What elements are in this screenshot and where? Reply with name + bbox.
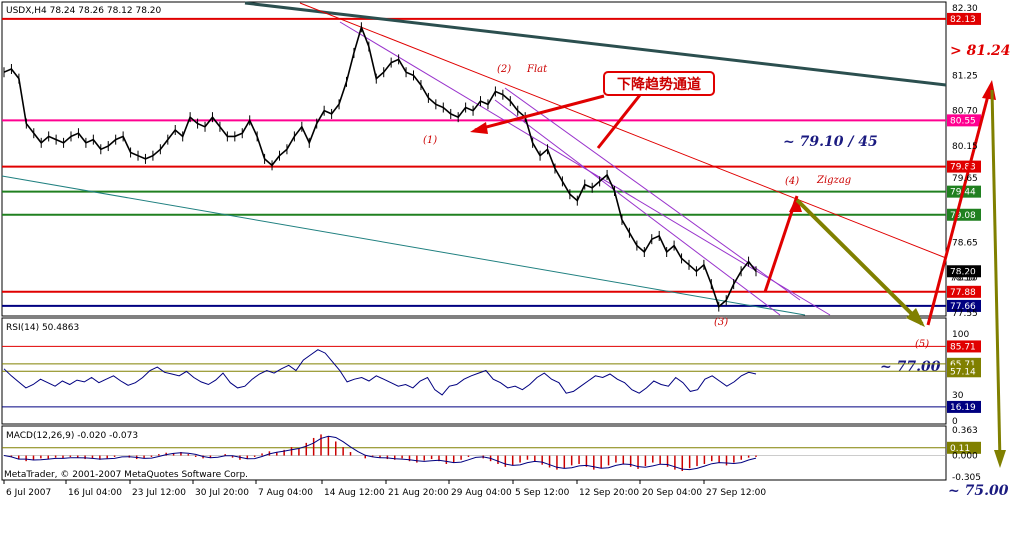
x-tick-label: 23 Jul 12:00 [132,488,186,498]
target-high-note: > 81.24 [950,43,1010,59]
level-tag-text: 80.55 [950,116,976,126]
zigzag-label: Zigzag [816,175,851,186]
level-tag-text: 82.13 [950,15,976,25]
x-tick-label: 27 Sep 12:00 [706,488,766,498]
level-tag-text: 79.08 [950,211,976,221]
rebound-arrowhead [982,80,996,100]
price-series-line [3,24,757,308]
level-tag-80.55 [947,114,981,127]
price-tag-secondary: 78.10 [950,274,976,284]
macd-tick-label: 0.000 [952,452,978,462]
channel-label: 下降趋势通道 [617,76,701,93]
rsi-target-note: ~ 77.00 [880,359,941,375]
macd-level-tag-text: 0.11 [950,444,970,454]
x-tick-label: 21 Aug 20:00 [388,488,449,498]
decline-arrowhead [994,450,1006,468]
x-tick-label: 6 Jul 2007 [6,488,51,498]
price-tick-label: 78.10 [952,274,978,284]
level-tag-82.13 [947,12,981,25]
price-header: USDX,H4 78.24 78.26 78.12 78.20 [6,6,162,16]
channel-pointer-line [596,94,642,149]
level-tag-77.66 [947,299,981,312]
channel-upper-red [299,2,947,259]
rsi-level-tag-text: 16.19 [950,403,976,413]
wave5-label: (5) [915,339,929,350]
level-tag-text: 78.20 [950,267,976,277]
rsi-level-tag [947,365,981,378]
x-tick-label: 7 Aug 04:00 [258,488,313,498]
rsi-level-tag [947,400,981,413]
channel-line-violet-c [494,99,781,316]
channel-pointer-arrow [474,94,605,132]
wave1-label: (1) [423,135,437,146]
rebound-arrow [926,87,992,326]
final-target-note: ~ 75.00 [948,483,1009,499]
rsi-tick-label: 0 [952,417,958,427]
price-tick-label: 77.55 [952,309,978,319]
macd-signal-line [3,435,757,471]
price-tick-label: 78.65 [952,238,978,248]
x-tick-label: 16 Jul 04:00 [68,488,122,498]
price-tick-label: 81.25 [952,71,978,81]
long-term-support-line [1,175,806,316]
level-tag-78.20 [947,265,981,278]
x-tick-label: 5 Sep 12:00 [515,488,570,498]
level-tag-text: 77.66 [950,302,976,312]
level-tag-text: 77.88 [950,288,976,298]
price-tick-label: 82.30 [952,4,978,14]
decline-arrow [990,89,1002,463]
copyright: MetaTrader, © 2001-2007 MetaQuotes Softw… [4,470,248,480]
rsi-header: RSI(14) 50.4863 [6,323,79,333]
long-term-resistance-line [244,1,947,87]
level-tag-text: 79.83 [950,163,976,173]
wave4-arrowhead [789,196,802,212]
wave2-label: (2) [497,64,511,75]
rsi-level-tag-text: 85.71 [950,342,976,352]
macd-tick-label: -0.305 [952,473,981,483]
channel-label-box [603,71,715,96]
price-panel [1,1,947,317]
flat-label: Flat [526,64,548,75]
x-tick-label: 30 Jul 20:00 [195,488,249,498]
price-tick-label: 80.70 [952,107,978,117]
x-tick-label: 12 Sep 20:00 [579,488,639,498]
wave5-projection-line [795,198,924,326]
rsi-series-line [3,349,757,396]
x-tick-label: 29 Aug 04:00 [451,488,512,498]
x-tick-label: 14 Aug 12:00 [324,488,385,498]
rsi-tick-label: 100 [952,330,969,340]
wave3-label: (3) [714,317,728,328]
rsi-tick-label: 30 [952,391,964,401]
wave5-arrowhead [906,308,925,327]
resistance-note: ~ 79.10 / 45 [783,134,878,150]
channel-pointer-arrowhead [470,122,488,134]
wave4-label: (4) [785,176,799,187]
level-tag-79.83 [947,160,981,173]
macd-tick-label: 0.363 [952,426,978,436]
macd-panel [1,425,947,481]
x-tick-label: 20 Sep 04:00 [642,488,702,498]
rsi-level-tag [947,340,981,353]
rsi-level-tag-text: 65.71 [950,360,976,370]
price-tick-label: 80.15 [952,142,978,152]
macd-level-tag [947,441,981,454]
macd-header: MACD(12,26,9) -0.020 -0.073 [6,431,138,441]
level-tag-77.88 [947,285,981,298]
rsi-level-tag-text: 57.14 [950,367,976,377]
price-tick-label: 79.65 [952,174,978,184]
